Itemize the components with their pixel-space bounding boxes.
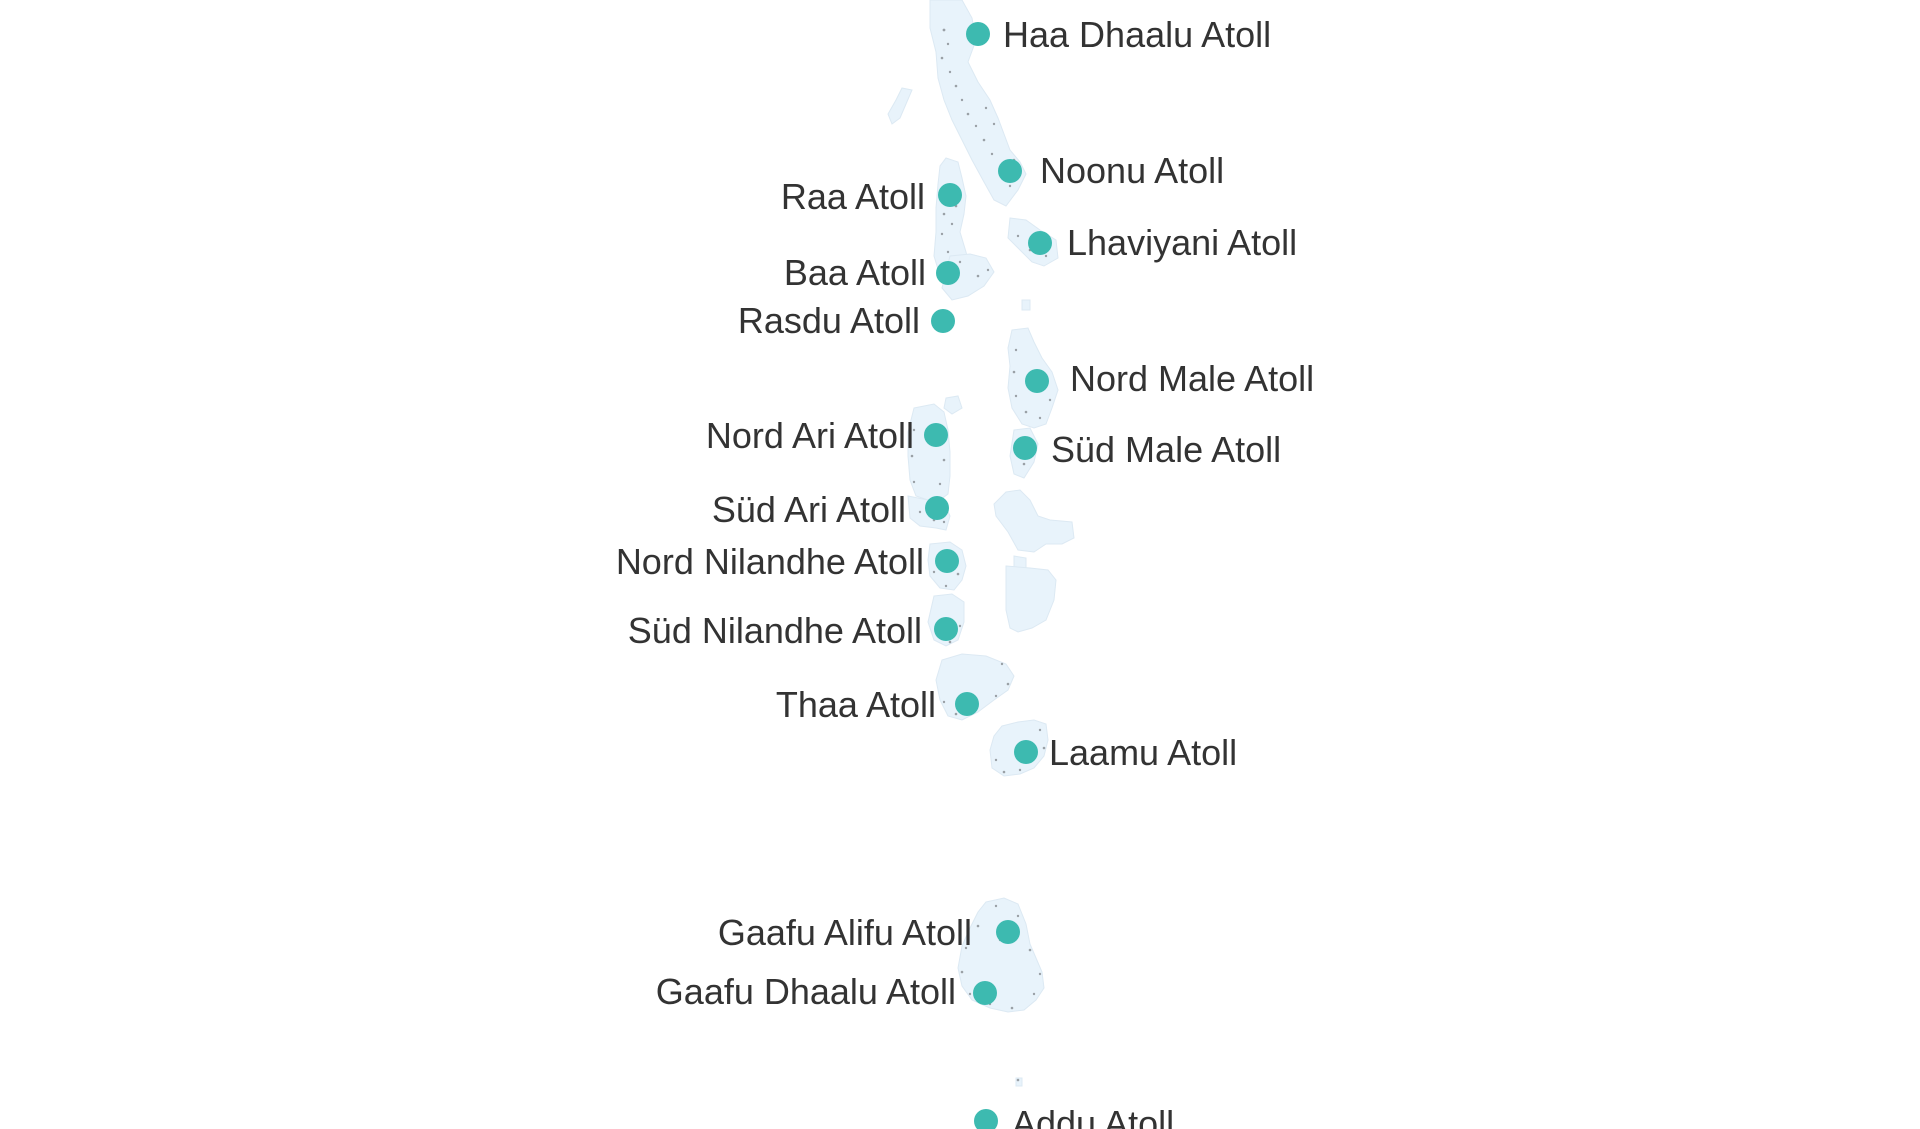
atoll-markers bbox=[924, 22, 1052, 1129]
label-sud-male[interactable]: Süd Male Atoll bbox=[1051, 429, 1281, 470]
marker-rasdu[interactable] bbox=[931, 309, 955, 333]
marker-sud-nilandhe[interactable] bbox=[934, 617, 958, 641]
marker-raa[interactable] bbox=[938, 183, 962, 207]
label-nord-ari[interactable]: Nord Ari Atoll bbox=[706, 415, 914, 456]
marker-nord-ari[interactable] bbox=[924, 423, 948, 447]
label-gaafu-alifu[interactable]: Gaafu Alifu Atoll bbox=[718, 912, 972, 953]
label-baa[interactable]: Baa Atoll bbox=[784, 252, 926, 293]
atoll-labels: Haa Dhaalu Atoll Noonu Atoll Raa Atoll L… bbox=[616, 14, 1314, 1129]
label-gaafu-dhaalu[interactable]: Gaafu Dhaalu Atoll bbox=[656, 971, 956, 1012]
atoll-shape-felidhoo bbox=[993, 489, 1075, 553]
atoll-shape-west-islet bbox=[887, 87, 913, 125]
marker-thaa[interactable] bbox=[955, 692, 979, 716]
marker-gaafu-alifu[interactable] bbox=[996, 920, 1020, 944]
marker-gaafu-dhaalu[interactable] bbox=[973, 981, 997, 1005]
atoll-shape-nord-ari bbox=[907, 403, 951, 501]
label-rasdu[interactable]: Rasdu Atoll bbox=[738, 300, 920, 341]
marker-addu[interactable] bbox=[974, 1109, 998, 1129]
label-laamu[interactable]: Laamu Atoll bbox=[1049, 732, 1237, 773]
marker-lhaviyani[interactable] bbox=[1028, 231, 1052, 255]
label-sud-nilandhe[interactable]: Süd Nilandhe Atoll bbox=[628, 610, 922, 651]
label-nord-male[interactable]: Nord Male Atoll bbox=[1070, 358, 1314, 399]
marker-haa-dhaalu[interactable] bbox=[966, 22, 990, 46]
marker-baa[interactable] bbox=[936, 261, 960, 285]
label-lhaviyani[interactable]: Lhaviyani Atoll bbox=[1067, 222, 1297, 263]
atoll-shape-felidhoo-south bbox=[1013, 555, 1027, 569]
marker-sud-ari[interactable] bbox=[925, 496, 949, 520]
label-addu[interactable]: Addu Atoll bbox=[1012, 1103, 1174, 1129]
label-noonu[interactable]: Noonu Atoll bbox=[1040, 150, 1224, 191]
atoll-shape-rasdhoo bbox=[943, 395, 963, 415]
marker-laamu[interactable] bbox=[1014, 740, 1038, 764]
label-nord-nilandhe[interactable]: Nord Nilandhe Atoll bbox=[616, 541, 924, 582]
marker-noonu[interactable] bbox=[998, 159, 1022, 183]
marker-nord-nilandhe[interactable] bbox=[935, 549, 959, 573]
marker-nord-male[interactable] bbox=[1025, 369, 1049, 393]
atoll-shape-mulaku bbox=[1005, 565, 1057, 633]
label-raa[interactable]: Raa Atoll bbox=[781, 176, 925, 217]
label-haa-dhaalu[interactable]: Haa Dhaalu Atoll bbox=[1003, 14, 1271, 55]
label-sud-ari[interactable]: Süd Ari Atoll bbox=[712, 489, 906, 530]
atoll-shape-kaashidhoo bbox=[1021, 299, 1031, 311]
atoll-shape-haa-dhaalu bbox=[929, 0, 1027, 207]
marker-sud-male[interactable] bbox=[1013, 436, 1037, 460]
label-thaa[interactable]: Thaa Atoll bbox=[776, 684, 936, 725]
